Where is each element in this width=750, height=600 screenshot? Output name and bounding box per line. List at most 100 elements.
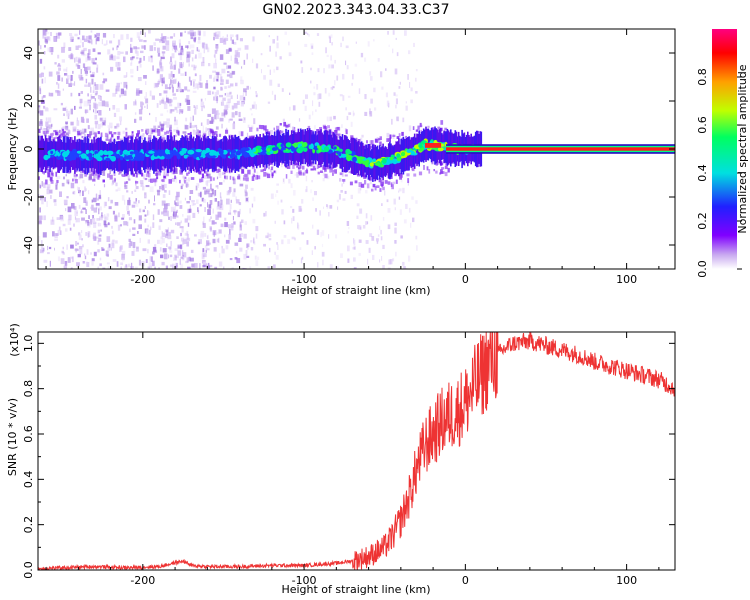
spectrogram-cell xyxy=(334,59,336,64)
spectrogram-cell xyxy=(136,88,140,94)
spectrogram-cell xyxy=(170,206,175,213)
spectrogram-cell xyxy=(175,167,177,173)
spectrogram-cell xyxy=(44,77,46,84)
spectrogram-cell xyxy=(347,258,350,263)
spectrogram-cell xyxy=(109,168,111,174)
spectrogram-cell xyxy=(206,119,209,125)
spectrogram-cell xyxy=(253,196,256,202)
spectrogram-cell xyxy=(236,34,239,41)
spectrogram-cell xyxy=(331,134,334,139)
spectrogram-cell xyxy=(64,261,68,266)
spectrogram-cell xyxy=(288,158,291,163)
spectrogram-cell xyxy=(242,92,245,97)
spectrogram-cell xyxy=(395,179,398,184)
spectrogram-cell xyxy=(103,78,108,82)
spectrogram-cell xyxy=(139,39,143,42)
spectrogram-cell xyxy=(170,79,172,85)
spectrogram-cell xyxy=(239,247,243,252)
spectrogram-cell xyxy=(372,254,375,260)
spectrogram-cell xyxy=(180,62,183,68)
spectrogram-cell xyxy=(150,226,152,231)
spectrogram-cell xyxy=(317,165,321,168)
spectrogram-cell xyxy=(207,202,209,208)
spectrogram-cell xyxy=(47,166,51,169)
spectrogram-cell xyxy=(213,54,216,58)
spectrogram-cell xyxy=(127,135,132,139)
spectrogram-cell xyxy=(40,72,44,77)
spectrogram-cell xyxy=(196,47,199,52)
spectrogram-cell xyxy=(47,36,50,41)
spectrogram-cell xyxy=(181,237,184,242)
spectrogram-cell xyxy=(107,49,111,55)
spectrogram-cell xyxy=(70,92,73,97)
spectrogram-cell xyxy=(146,104,148,109)
spectrogram-cell xyxy=(44,45,46,48)
spectrogram-cell xyxy=(42,29,47,36)
spectrogram-cell xyxy=(166,130,169,134)
spectrogram-cell xyxy=(202,186,206,190)
spectrogram-cell xyxy=(93,223,97,228)
spectrogram-cell xyxy=(63,130,66,134)
spectrogram-cell xyxy=(221,245,223,249)
spectrogram-band-cell xyxy=(106,144,109,169)
spectrogram-cell xyxy=(231,70,236,75)
spectrogram-band-cell xyxy=(302,142,308,147)
spectrogram-cell xyxy=(134,118,137,123)
spectrogram-band-cell xyxy=(382,157,387,164)
spectrogram-cell xyxy=(401,131,404,136)
spectrogram-cell xyxy=(238,118,243,121)
spectrogram-cell xyxy=(95,203,100,206)
spectrogram-cell xyxy=(114,202,119,206)
spectrogram-cell xyxy=(201,106,203,112)
spectrogram-cell xyxy=(308,114,311,120)
spectrogram-cell xyxy=(328,64,331,69)
spectrogram-cell xyxy=(60,133,64,136)
spectrogram-cell xyxy=(380,229,382,235)
spectrogram-cell xyxy=(43,66,46,70)
spectrogram-band-cell xyxy=(62,151,69,158)
spectrogram-cell xyxy=(97,240,100,245)
spectrogram-cell xyxy=(385,92,388,98)
spectrogram-cell xyxy=(50,180,54,184)
spectrogram-cell xyxy=(221,123,223,129)
spectrogram-cell xyxy=(231,267,234,269)
spectrogram-cell xyxy=(49,176,53,181)
spectrogram-cell xyxy=(262,168,266,172)
spectrogram-cell xyxy=(346,65,349,70)
spectrogram-cell xyxy=(155,83,159,87)
spectrogram-cell xyxy=(234,58,238,64)
spectrogram-cell xyxy=(128,210,130,216)
spectrogram-cell xyxy=(193,105,195,108)
spectrogram-cell xyxy=(89,167,92,170)
spectrogram-cell xyxy=(130,68,134,74)
spectrogram-cell xyxy=(358,182,362,188)
spectrogram-cell xyxy=(420,129,422,134)
spectrogram-cell xyxy=(358,88,361,94)
spectrogram-cell xyxy=(288,178,291,184)
spectrogram-cell xyxy=(38,236,41,242)
spectrogram-cell xyxy=(202,125,204,132)
spectrogram-cell xyxy=(207,47,210,53)
spectrogram-cell xyxy=(275,51,277,57)
spectrogram-cell xyxy=(216,168,219,173)
spectrogram-cell xyxy=(178,53,180,56)
spectrogram-cell xyxy=(205,181,208,185)
spectrogram-cell xyxy=(106,262,110,265)
spectrogram-cell xyxy=(145,92,147,98)
spectrogram-cell xyxy=(264,164,267,170)
spectrogram-cell xyxy=(198,184,200,188)
spectrogram-cell xyxy=(297,167,301,170)
spectrogram-cell xyxy=(128,178,131,181)
spectrogram-cell xyxy=(283,178,285,182)
spectrogram-cell xyxy=(412,126,415,130)
spectrogram-cell xyxy=(201,173,204,178)
spectrogram-cell xyxy=(143,56,145,61)
spectrogram-cell xyxy=(332,86,335,89)
colorbar-tick-label: 0.0 xyxy=(696,260,709,278)
spectrogram-band-cell xyxy=(119,149,123,156)
spectrogram-cell xyxy=(49,124,51,130)
spectrogram-cell xyxy=(244,173,248,178)
spectrogram-cell xyxy=(356,203,360,207)
spectrogram-cell xyxy=(306,240,309,245)
spectrogram-band-cell xyxy=(252,148,256,153)
